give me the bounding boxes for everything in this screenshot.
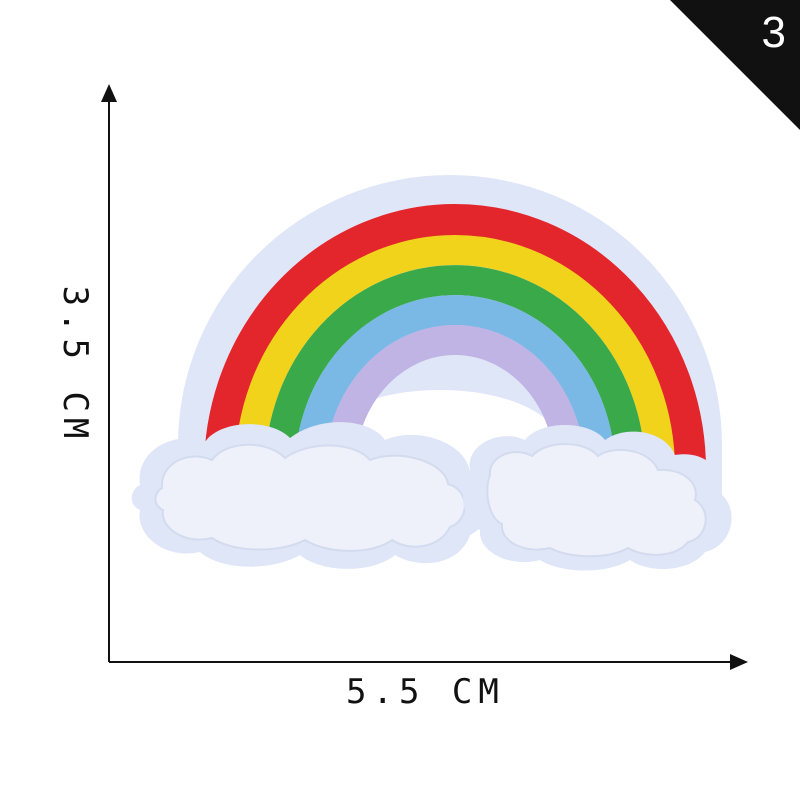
right-cloud (463, 425, 732, 571)
rainbow-band-blue (295, 295, 615, 471)
width-dimension-label: 5.5 CM (346, 672, 505, 712)
corner-badge (670, 0, 800, 130)
rainbow-band-red (204, 204, 706, 471)
badge-triangle (670, 0, 800, 130)
rainbow-band-lavender (325, 325, 585, 471)
rainbow (204, 204, 706, 471)
right-cloud-fill (486, 443, 707, 558)
badge-number: 3 (761, 8, 786, 57)
left-cloud (131, 422, 491, 569)
rainbow-band-yellow (235, 235, 675, 471)
rainbow-band-green (265, 265, 645, 471)
left-cloud-fill (154, 443, 466, 552)
height-dimension-label: 3.5 CM (55, 285, 95, 445)
